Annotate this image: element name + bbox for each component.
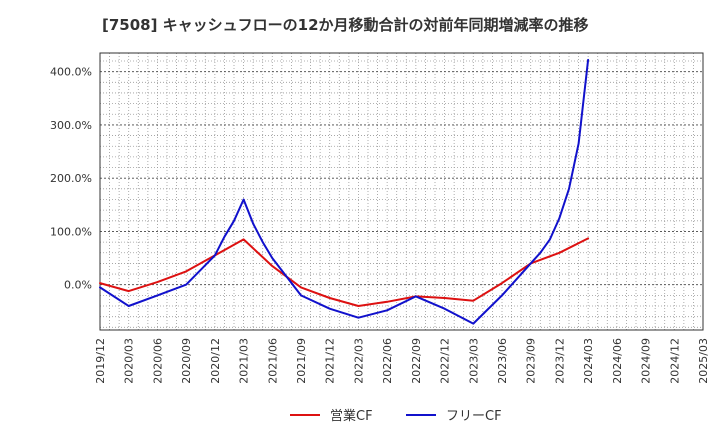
x-tick-label: 2022/06 <box>381 338 394 384</box>
x-tick-label: 2021/09 <box>295 338 308 384</box>
legend-operating-cf-label: 営業CF <box>330 408 373 424</box>
x-tick-label: 2021/03 <box>238 338 251 384</box>
y-tick-label: 100.0% <box>50 225 92 238</box>
x-tick-label: 2023/09 <box>525 338 538 384</box>
legend-free-cf-label: フリーCF <box>446 409 502 424</box>
x-tick-label: 2022/03 <box>352 338 365 384</box>
x-tick-label: 2019/12 <box>94 338 107 384</box>
y-tick-label: 200.0% <box>50 172 92 185</box>
series-line-free-cf <box>99 58 590 325</box>
x-tick-label: 2021/06 <box>266 338 279 384</box>
x-tick-label: 2021/12 <box>324 338 337 384</box>
chart-title: [7508] キャッシュフローの12か月移動合計の対前年同期増減率の推移 <box>102 16 589 34</box>
y-tick-label: 300.0% <box>50 119 92 132</box>
series-line-operating-cf <box>99 237 590 307</box>
x-tick-label: 2024/12 <box>668 338 681 384</box>
x-tick-label: 2023/03 <box>467 338 480 384</box>
x-tick-label: 2024/03 <box>582 338 595 384</box>
x-tick-label: 2025/03 <box>697 338 710 384</box>
x-tick-label: 2020/06 <box>151 338 164 384</box>
x-tick-label: 2020/09 <box>180 338 193 384</box>
x-tick-label: 2023/12 <box>553 338 566 384</box>
x-tick-label: 2020/12 <box>209 338 222 384</box>
x-tick-label: 2020/03 <box>123 338 136 384</box>
y-tick-label: 400.0% <box>50 66 92 79</box>
x-tick-label: 2024/09 <box>640 338 653 384</box>
plot-frame <box>99 52 704 331</box>
x-tick-label: 2023/06 <box>496 338 509 384</box>
plot-area <box>100 53 703 330</box>
x-tick-label: 2022/09 <box>410 338 423 384</box>
x-tick-label: 2022/12 <box>439 338 452 384</box>
x-tick-label: 2024/06 <box>611 338 624 384</box>
y-tick-label: 0.0% <box>64 279 92 292</box>
